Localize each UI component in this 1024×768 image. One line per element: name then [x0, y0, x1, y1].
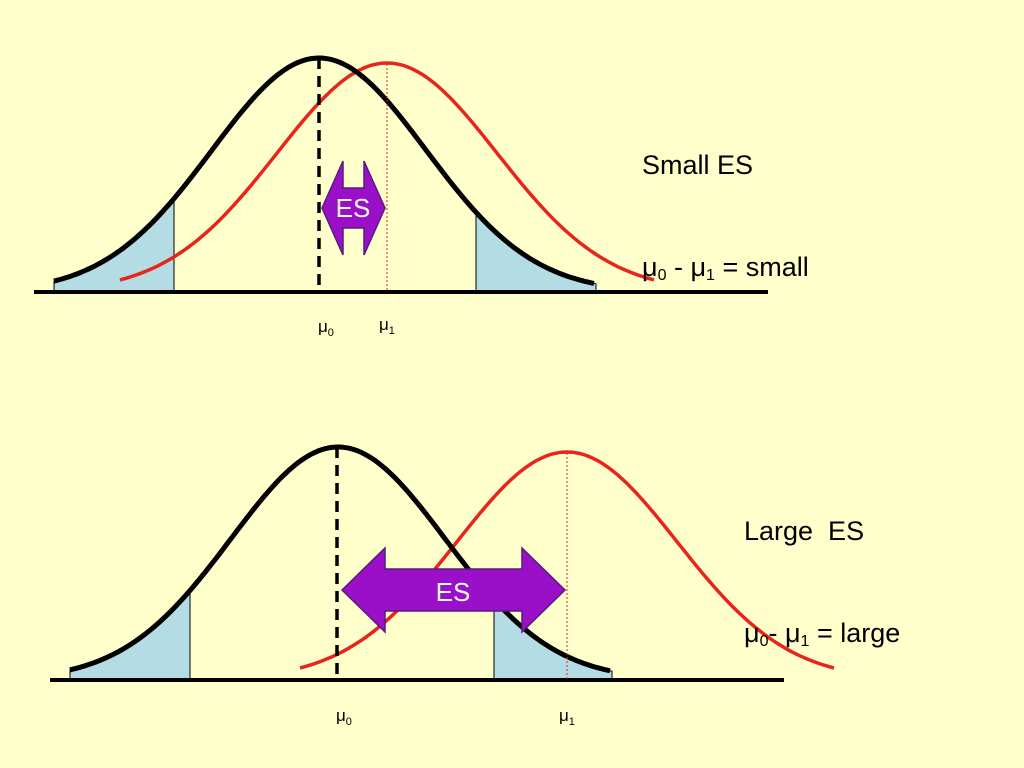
panel-large-es: ES μ0 μ1 — [50, 444, 835, 728]
mu0-label-large: μ0 — [336, 706, 352, 728]
caption-title-small: Small ES — [642, 150, 754, 180]
mu1-label-small: μ1 — [379, 315, 395, 337]
null-curve-large — [69, 444, 611, 674]
mu1-label-large: μ1 — [559, 706, 575, 728]
es-arrow-large: ES — [340, 546, 567, 634]
es-arrow-label-large: ES — [436, 577, 471, 607]
alternative-curve-small — [119, 61, 655, 282]
mu0-label-small: μ0 — [318, 317, 334, 339]
caption-small-es: Small ES μ0 - μ1 = small — [642, 80, 809, 318]
caption-title-large: Large ES — [744, 516, 865, 546]
panel-small-es: ES μ0 μ1 — [34, 55, 768, 339]
caption-large-es: Large ES μ0- μ1 = large — [744, 446, 900, 684]
es-arrow-label-small: ES — [336, 193, 371, 223]
null-curve-small — [53, 55, 595, 286]
caption-formula-large: μ0- μ1 = large — [744, 618, 901, 650]
caption-formula-small: μ0 - μ1 = small — [642, 252, 809, 284]
alternative-curve-large — [299, 450, 835, 670]
es-arrow-small: ES — [321, 160, 386, 256]
